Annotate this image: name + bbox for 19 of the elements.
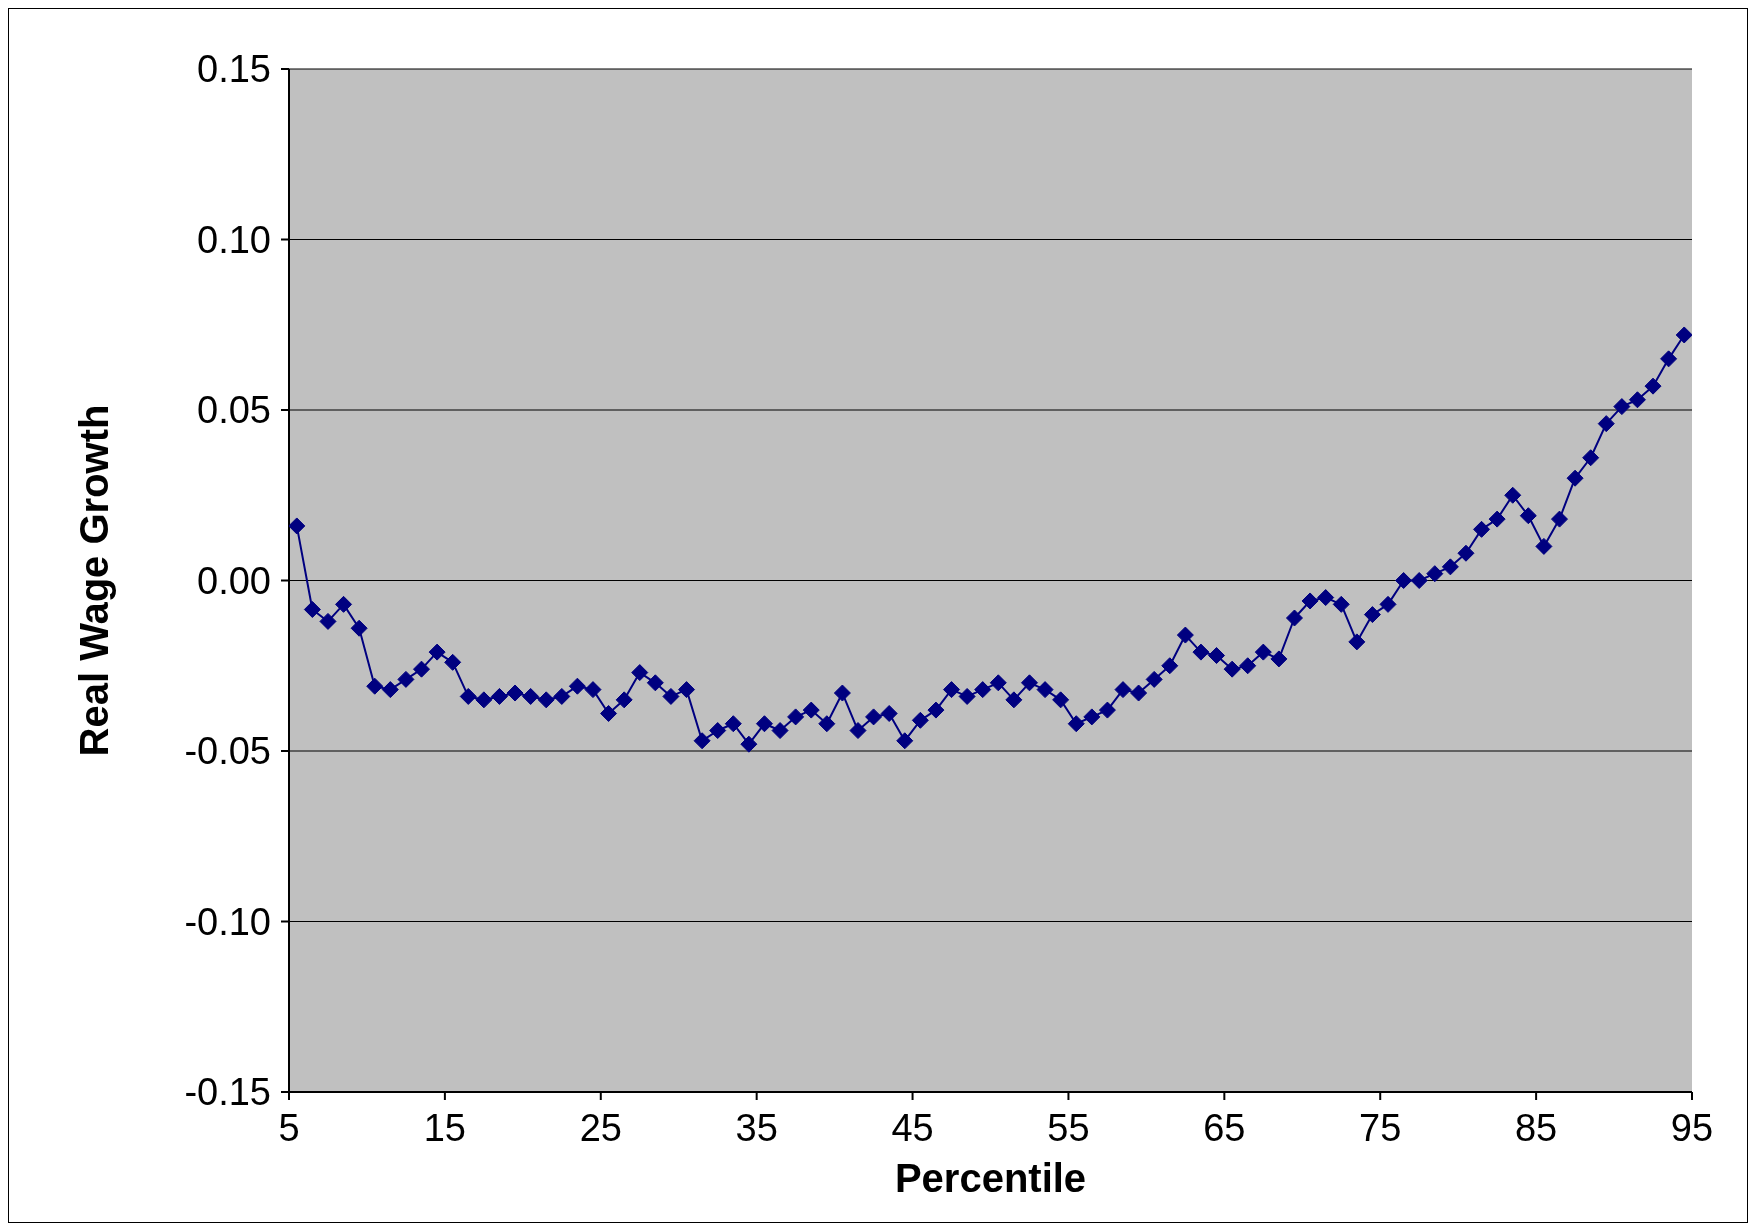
x-tick-label: 5 <box>278 1106 300 1149</box>
x-tick-label: 65 <box>1203 1106 1246 1149</box>
y-tick-label: -0.05 <box>184 730 271 773</box>
x-tick-label: 85 <box>1514 1106 1558 1149</box>
x-tick-label: 25 <box>579 1106 622 1149</box>
y-tick-label: 0.10 <box>197 218 271 261</box>
y-tick-label: 0.00 <box>197 559 271 602</box>
x-tick-label: 95 <box>1670 1106 1714 1149</box>
x-tick-label: 15 <box>423 1106 467 1149</box>
x-tick-label: 45 <box>891 1106 934 1149</box>
x-axis-title: Percentile <box>894 1156 1087 1200</box>
y-tick-label: 0.05 <box>197 389 271 432</box>
y-tick-label: -0.10 <box>184 900 271 943</box>
y-axis-title: Real Wage Growth <box>72 404 117 757</box>
x-tick-label: 75 <box>1359 1106 1402 1149</box>
y-tick-label: 0.15 <box>197 48 271 91</box>
x-tick-label: 55 <box>1047 1106 1090 1149</box>
x-tick-label: 35 <box>735 1106 778 1149</box>
y-tick-label: -0.15 <box>184 1071 271 1114</box>
